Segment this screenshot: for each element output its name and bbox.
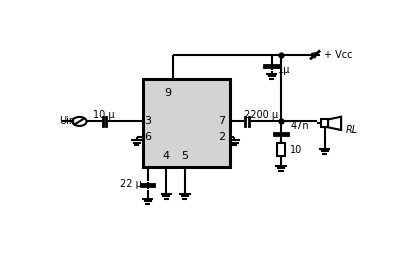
Text: + Vcc: + Vcc bbox=[324, 50, 353, 60]
Text: 10: 10 bbox=[290, 145, 302, 155]
Polygon shape bbox=[328, 117, 341, 130]
Text: 4: 4 bbox=[163, 151, 170, 161]
Text: 7: 7 bbox=[218, 116, 226, 126]
Text: Uin: Uin bbox=[59, 116, 75, 126]
Bar bbox=[143, 79, 230, 167]
Text: 22 μ: 22 μ bbox=[120, 179, 142, 189]
Text: 3: 3 bbox=[144, 116, 151, 126]
Text: 2200 μ: 2200 μ bbox=[244, 109, 278, 120]
Bar bbox=[321, 119, 328, 127]
Text: 6: 6 bbox=[144, 132, 151, 142]
Text: 47n: 47n bbox=[290, 121, 309, 131]
Circle shape bbox=[72, 117, 86, 126]
Text: 10 μ: 10 μ bbox=[94, 109, 115, 120]
Text: 1μ: 1μ bbox=[278, 65, 290, 75]
Bar bbox=[277, 144, 285, 156]
Text: RL: RL bbox=[346, 125, 358, 135]
Text: 2: 2 bbox=[218, 132, 226, 142]
Text: 5: 5 bbox=[181, 151, 188, 161]
Text: 9: 9 bbox=[164, 88, 171, 98]
